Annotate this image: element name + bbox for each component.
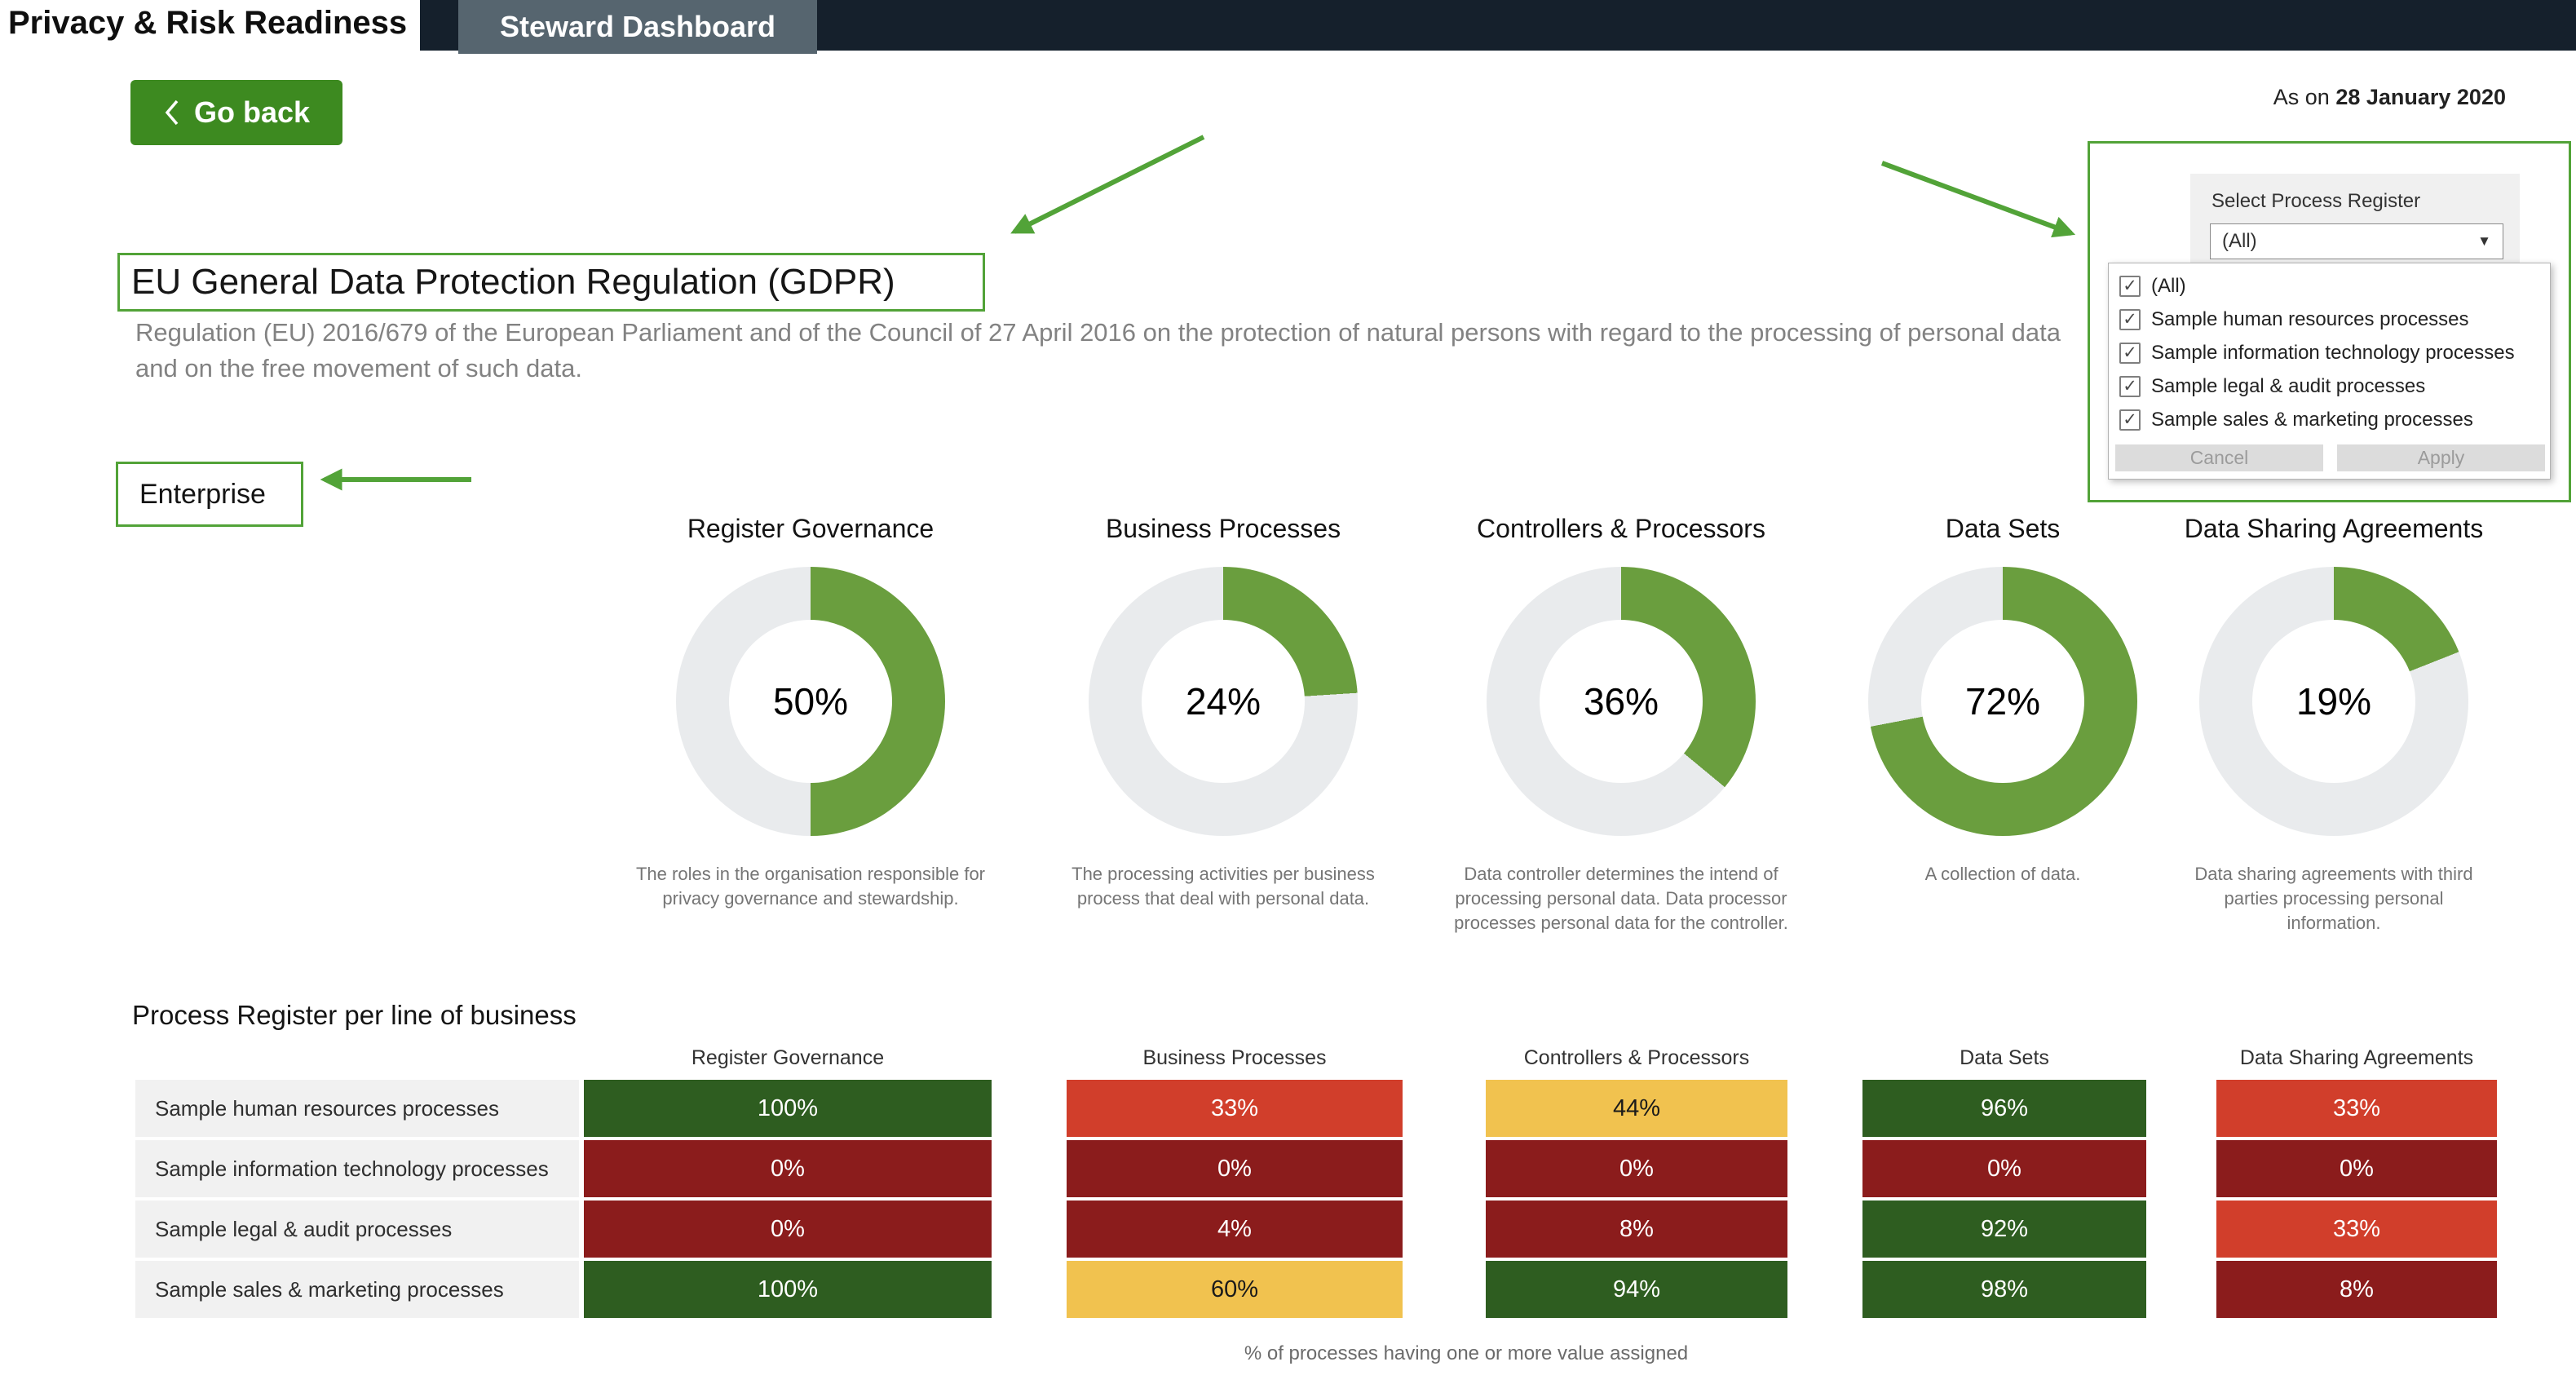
kpi-card-controllers-processors: Controllers & Processors 36% Data contro… — [1442, 514, 1801, 935]
regulation-description-line1: Regulation (EU) 2016/679 of the European… — [135, 318, 2061, 347]
cancel-button[interactable]: Cancel — [2115, 444, 2323, 471]
table-cell: 60% — [1067, 1261, 1403, 1318]
filter-highlight-box — [2088, 141, 2571, 502]
go-back-button[interactable]: Go back — [130, 80, 342, 145]
regulation-description-line2: and on the free movement of such data. — [135, 354, 583, 382]
as-on-date: As on 28 January 2020 — [2273, 85, 2506, 109]
donut-chart-data-sharing-agreements: 19% — [2199, 567, 2468, 836]
row-label: Sample human resources processes — [135, 1080, 579, 1137]
filter-dropdown: ✓ (All) ✓ Sample human resources process… — [2108, 263, 2551, 480]
row-label: Sample legal & audit processes — [135, 1200, 579, 1258]
filter-buttons: Cancel Apply — [2115, 444, 2545, 471]
filter-option-legal-audit[interactable]: ✓ Sample legal & audit processes — [2109, 369, 2550, 403]
table-cell: 94% — [1486, 1261, 1787, 1318]
table-row: Sample human resources processes 100% 33… — [0, 1080, 2576, 1137]
filter-option-sales-marketing[interactable]: ✓ Sample sales & marketing processes — [2109, 403, 2550, 436]
kpi-card-business-processes: Business Processes 24% The processing ac… — [1044, 514, 1403, 911]
table-cell: 33% — [2216, 1080, 2497, 1137]
kpi-card-data-sets: Data Sets 72% A collection of data. — [1823, 514, 2182, 887]
filter-option-all[interactable]: ✓ (All) — [2109, 269, 2550, 303]
donut-chart-register-governance: 50% — [676, 567, 945, 836]
checkbox-icon[interactable]: ✓ — [2119, 342, 2141, 364]
filter-option-human-resources[interactable]: ✓ Sample human resources processes — [2109, 303, 2550, 336]
scope-label-box: Enterprise — [116, 462, 303, 527]
kpi-card-register-governance: Register Governance 50% The roles in the… — [631, 514, 990, 911]
checkbox-icon[interactable]: ✓ — [2119, 375, 2141, 397]
table-row: Sample legal & audit processes 0% 4% 8% … — [0, 1200, 2576, 1258]
kpi-title: Business Processes — [1105, 514, 1341, 543]
row-label: Sample information technology processes — [135, 1140, 579, 1197]
donut-value: 24% — [1185, 680, 1261, 723]
column-header: Data Sets — [1960, 1046, 2049, 1069]
back-chevron-icon — [165, 99, 179, 126]
table-cell: 0% — [1486, 1140, 1787, 1197]
kpi-title: Register Governance — [687, 514, 935, 543]
regulation-description: Regulation (EU) 2016/679 of the European… — [135, 315, 2061, 387]
donut-value: 36% — [1583, 680, 1659, 723]
donut-value: 72% — [1964, 680, 2041, 723]
donut-value: 19% — [2295, 680, 2372, 723]
as-on-date-value: 28 January 2020 — [2335, 85, 2506, 109]
kpi-card-data-sharing-agreements: Data Sharing Agreements 19% Data sharing… — [2154, 514, 2513, 935]
arrow-to-scope-label — [320, 468, 471, 491]
table-cell: 0% — [1862, 1140, 2146, 1197]
kpi-caption: The roles in the organisation responsibl… — [635, 864, 986, 909]
regulation-title: EU General Data Protection Regulation (G… — [131, 262, 895, 302]
arrow-to-regulation-title — [1010, 135, 1205, 234]
donut-chart-business-processes: 24% — [1089, 567, 1358, 836]
kpi-title: Data Sharing Agreements — [2184, 514, 2484, 543]
checkbox-icon[interactable]: ✓ — [2119, 409, 2141, 431]
column-header: Register Governance — [691, 1046, 885, 1069]
table-row: Sample information technology processes … — [0, 1140, 2576, 1197]
app-title: Privacy & Risk Readiness — [8, 5, 408, 41]
kpi-caption: Data sharing agreements with third parti… — [2194, 864, 2473, 933]
table-cell: 92% — [1862, 1200, 2146, 1258]
checkbox-icon[interactable]: ✓ — [2119, 275, 2141, 297]
column-header: Business Processes — [1142, 1046, 1327, 1069]
scope-label: Enterprise — [139, 478, 266, 510]
checkbox-icon[interactable]: ✓ — [2119, 308, 2141, 330]
table-cell: 0% — [584, 1200, 992, 1258]
column-header: Controllers & Processors — [1523, 1046, 1750, 1069]
chevron-down-icon: ▼ — [2477, 233, 2491, 249]
table-cell: 100% — [584, 1080, 992, 1137]
table-cell: 98% — [1862, 1261, 2146, 1318]
regulation-title-box: EU General Data Protection Regulation (G… — [117, 253, 985, 312]
arrow-to-filter-panel — [1880, 161, 2076, 238]
donut-chart-controllers-processors: 36% — [1487, 567, 1756, 836]
process-register-select[interactable]: (All) ▼ — [2210, 223, 2503, 259]
table-footnote: % of processes having one or more value … — [1244, 1342, 1689, 1364]
go-back-label: Go back — [193, 95, 311, 129]
table-cell: 0% — [584, 1140, 992, 1197]
table-cell: 4% — [1067, 1200, 1403, 1258]
table-cell: 0% — [1067, 1140, 1403, 1197]
table-cell: 96% — [1862, 1080, 2146, 1137]
kpi-caption: The processing activities per business p… — [1071, 864, 1375, 909]
tab-label: Steward Dashboard — [499, 10, 776, 43]
table-cell: 100% — [584, 1261, 992, 1318]
donut-value: 50% — [772, 680, 849, 723]
row-label: Sample sales & marketing processes — [135, 1261, 579, 1318]
table-cell: 44% — [1486, 1080, 1787, 1137]
table-header-row: Register Governance Business Processes C… — [0, 1046, 2576, 1071]
table-cell: 8% — [2216, 1261, 2497, 1318]
filter-label: Select Process Register — [2211, 190, 2421, 212]
kpi-caption: A collection of data. — [1924, 864, 2081, 884]
table-title: Process Register per line of business — [132, 1000, 577, 1030]
tab-steward-dashboard[interactable]: Steward Dashboard — [458, 0, 817, 54]
selected-value: (All) — [2222, 230, 2257, 252]
table-row: Sample sales & marketing processes 100% … — [0, 1261, 2576, 1318]
column-header: Data Sharing Agreements — [2239, 1046, 2474, 1069]
kpi-caption: Data controller determines the intend of… — [1454, 864, 1788, 933]
kpi-title: Data Sets — [1945, 514, 2061, 543]
table-cell: 33% — [1067, 1080, 1403, 1137]
table-cell: 8% — [1486, 1200, 1787, 1258]
filter-option-information-technology[interactable]: ✓ Sample information technology processe… — [2109, 336, 2550, 369]
donut-chart-data-sets: 72% — [1868, 567, 2137, 836]
kpi-title: Controllers & Processors — [1477, 514, 1765, 543]
table-cell: 0% — [2216, 1140, 2497, 1197]
apply-button[interactable]: Apply — [2337, 444, 2545, 471]
table-cell: 33% — [2216, 1200, 2497, 1258]
